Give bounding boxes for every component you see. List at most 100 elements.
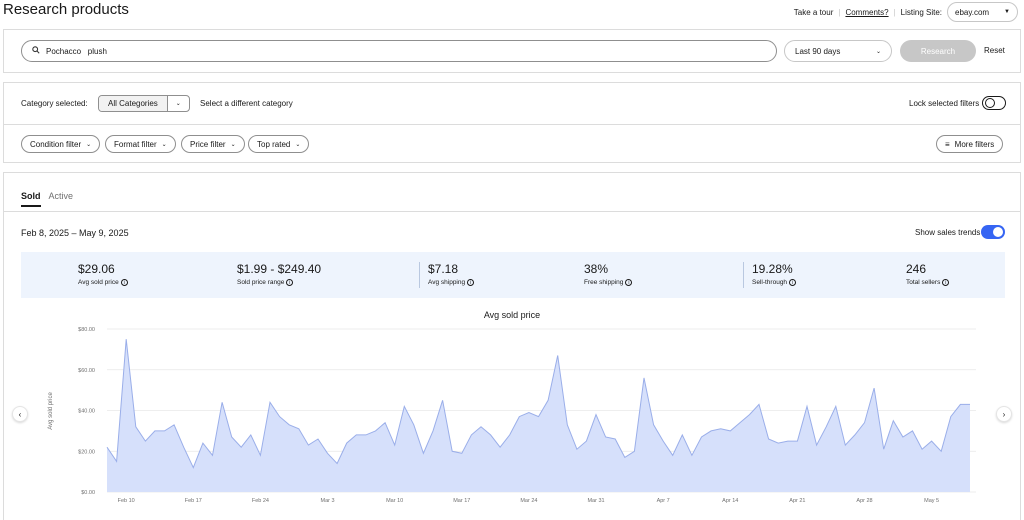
- info-icon[interactable]: i: [942, 279, 950, 286]
- chart-area-fill: [107, 339, 970, 492]
- toggle-knob: [985, 98, 995, 108]
- more-filters-button[interactable]: ≡ More filters: [936, 135, 1004, 153]
- stat-value: $7.18: [428, 262, 459, 276]
- chart-x-tick-label: Apr 21: [789, 498, 805, 504]
- chart-title: Avg sold price: [484, 310, 540, 320]
- chart-y-tick-label: $0.00: [81, 490, 95, 496]
- chart-x-tick-label: Apr 7: [657, 498, 670, 504]
- search-panel: Pochacco plush Last 90 days ⌄ Research R…: [3, 29, 1021, 73]
- info-icon[interactable]: i: [286, 279, 294, 286]
- chart-area: ‹ › Avg sold price Avg sold price $0.00 $…: [4, 301, 1020, 520]
- search-query: Pochacco plush: [46, 46, 107, 56]
- stat-divider: [419, 262, 420, 288]
- show-trends-label: Show sales trends: [915, 228, 981, 237]
- take-tour-link[interactable]: Take a tour: [793, 7, 834, 17]
- stat-total-sellers: 246 Total sellers i: [906, 262, 950, 286]
- chart-x-tick-label: Feb 10: [118, 498, 135, 504]
- reset-link[interactable]: Reset: [984, 46, 1005, 55]
- chart-x-tick-label: Mar 10: [386, 498, 403, 504]
- chevron-down-icon: ⌄: [161, 141, 167, 148]
- header-links: Take a tour | Comments? | Listing Site: …: [794, 2, 1018, 22]
- chevron-down-icon: ⌄: [86, 141, 92, 148]
- stat-value: $29.06: [78, 262, 115, 276]
- search-icon: [32, 46, 40, 56]
- chart-x-tick-label: Mar 31: [587, 498, 604, 504]
- divider: [4, 211, 1020, 212]
- info-icon[interactable]: i: [625, 279, 633, 286]
- show-trends-toggle[interactable]: [981, 225, 1005, 239]
- info-icon[interactable]: i: [120, 279, 128, 286]
- date-range-value: Last 90 days: [795, 46, 841, 56]
- category-row: Category selected: All Categories ⌄ Sele…: [4, 83, 1020, 125]
- stat-value: 38%: [584, 262, 609, 276]
- stats-bar: $29.06 Avg sold price i $1.99 - $249.40 S…: [21, 252, 1005, 298]
- change-category-link[interactable]: Select a different category: [200, 99, 293, 108]
- chart-next-button[interactable]: ›: [996, 406, 1012, 422]
- top-rated-filter-button[interactable]: Top rated ⌄: [248, 135, 310, 153]
- stat-label-text: Free shipping: [584, 279, 624, 286]
- chart-x-tick-label: Apr 14: [722, 498, 738, 504]
- listing-site-select[interactable]: ebay.com ▼: [947, 2, 1018, 22]
- chart-y-tick-label: $40.00: [78, 409, 95, 415]
- price-filter-button[interactable]: Price filter ⌄: [181, 135, 245, 153]
- stat-free-shipping: 38% Free shipping i: [584, 262, 633, 286]
- tab-sold[interactable]: Sold: [21, 191, 41, 207]
- chart-x-tick-label: Mar 17: [453, 498, 470, 504]
- category-select[interactable]: All Categories ⌄: [98, 95, 190, 112]
- chart-y-tick-label: $80.00: [78, 327, 95, 333]
- chart-y-axis-label: Avg sold price: [48, 392, 54, 430]
- stat-label-text: Sell-through: [752, 279, 788, 286]
- chevron-down-icon: ⌄: [230, 141, 236, 148]
- page-title: Research products: [3, 1, 129, 18]
- chip-label: Top rated: [257, 139, 291, 149]
- stat-value: 246: [906, 262, 927, 276]
- results-panel: Sold Active Feb 8, 2025 – May 9, 2025 Sh…: [3, 172, 1021, 520]
- format-filter-button[interactable]: Format filter ⌄: [105, 135, 176, 153]
- stat-label: Sell-through i: [752, 279, 797, 286]
- date-range-select[interactable]: Last 90 days ⌄: [784, 40, 892, 62]
- info-icon[interactable]: i: [789, 279, 797, 286]
- search-input[interactable]: Pochacco plush: [21, 40, 777, 62]
- chart-x-tick-label: Feb 17: [185, 498, 202, 504]
- chip-label: Condition filter: [30, 139, 82, 149]
- listing-site-value: ebay.com: [955, 7, 990, 17]
- chart-x-tick-label: Feb 24: [252, 498, 269, 504]
- chevron-down-icon[interactable]: ⌄: [166, 96, 189, 111]
- chip-label: Price filter: [190, 139, 226, 149]
- tab-active[interactable]: Active: [48, 191, 74, 201]
- chart-x-tick-label: Mar 3: [321, 498, 335, 504]
- toggle-knob: [993, 227, 1003, 237]
- stat-label-text: Sold price range: [237, 279, 285, 286]
- comments-link[interactable]: Comments?: [845, 7, 889, 17]
- chevron-down-icon: ⌄: [875, 48, 881, 55]
- condition-filter-button[interactable]: Condition filter ⌄: [21, 135, 101, 153]
- avg-sold-price-chart: Avg sold price Avg sold price $0.00 $20.0…: [48, 310, 976, 504]
- stat-label: Free shipping i: [584, 279, 633, 286]
- research-button[interactable]: Research: [900, 40, 976, 62]
- chart-y-tick-label: $20.00: [78, 449, 95, 455]
- stat-label: Avg sold price i: [78, 279, 128, 286]
- info-icon[interactable]: i: [467, 279, 475, 286]
- chart-x-tick-label: Mar 24: [520, 498, 537, 504]
- chart-x-tick-label: Apr 28: [856, 498, 872, 504]
- chip-label: Format filter: [114, 139, 157, 149]
- category-label: Category selected:: [21, 99, 88, 108]
- stat-sold-price-range: $1.99 - $249.40 Sold price range i: [237, 262, 321, 286]
- chevron-left-icon: ‹: [18, 409, 22, 419]
- lock-filters-toggle[interactable]: [982, 96, 1006, 110]
- chart-prev-button[interactable]: ‹: [12, 406, 28, 422]
- stat-divider: [743, 262, 744, 288]
- stat-label-text: Avg sold price: [78, 279, 119, 286]
- chip-label: More filters: [954, 139, 995, 149]
- stat-sell-through: 19.28% Sell-through i: [752, 262, 797, 286]
- stat-value: $1.99 - $249.40: [237, 262, 322, 276]
- stat-avg-sold-price: $29.06 Avg sold price i: [78, 262, 128, 286]
- filters-panel: Category selected: All Categories ⌄ Sele…: [3, 82, 1021, 163]
- stat-avg-shipping: $7.18 Avg shipping i: [428, 262, 475, 286]
- category-value: All Categories: [99, 96, 167, 111]
- chevron-down-icon: ⌄: [295, 141, 301, 148]
- stat-label: Total sellers i: [906, 279, 950, 286]
- stat-label-text: Total sellers: [906, 279, 941, 286]
- listing-site-label: Listing Site:: [900, 7, 942, 17]
- chart-x-tick-label: May 5: [924, 498, 939, 504]
